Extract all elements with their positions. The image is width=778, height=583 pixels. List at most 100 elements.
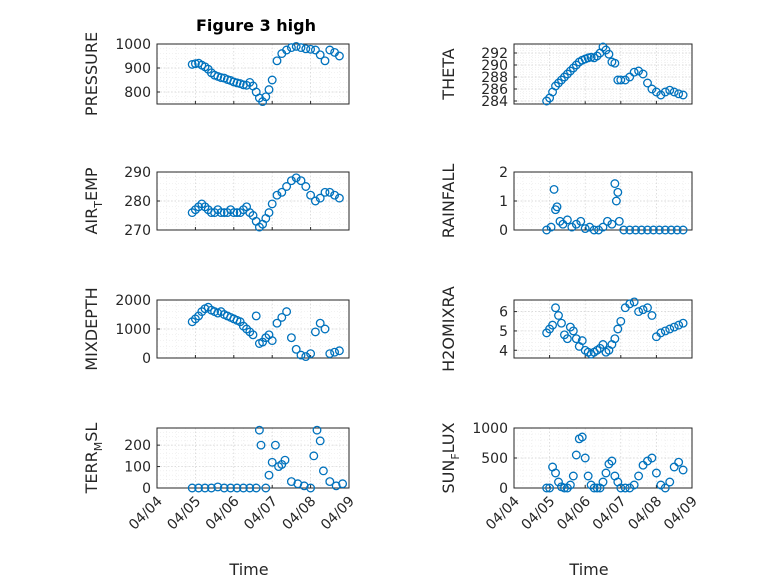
- data-point: [616, 75, 626, 85]
- data-point: [674, 320, 684, 330]
- data-point: [665, 477, 675, 487]
- y-tick-label: 100: [124, 460, 151, 476]
- data-point: [598, 340, 608, 349]
- data-point: [334, 346, 344, 356]
- data-point: [643, 225, 652, 235]
- data-point: [216, 73, 226, 83]
- data-point: [264, 85, 274, 95]
- data-point: [542, 96, 552, 106]
- y-tick-label: 2: [499, 165, 508, 181]
- data-point: [325, 477, 335, 487]
- data-point: [291, 41, 301, 51]
- data-point: [315, 436, 325, 446]
- data-point: [551, 81, 560, 91]
- data-point: [286, 333, 296, 343]
- axes-frame: [156, 43, 350, 105]
- data-point: [651, 468, 661, 478]
- data-point: [678, 225, 688, 235]
- data-point: [629, 67, 639, 77]
- data-point: [296, 350, 306, 360]
- data-point: [546, 222, 556, 232]
- data-point: [585, 222, 595, 232]
- data-point: [562, 483, 572, 493]
- data-point: [272, 318, 282, 328]
- data-point: [669, 322, 679, 332]
- data-point: [565, 480, 575, 490]
- data-point: [613, 324, 623, 334]
- y-tick-label: 800: [124, 85, 151, 101]
- data-point: [291, 344, 301, 354]
- data-point: [638, 460, 648, 470]
- data-point: [568, 63, 578, 73]
- data-point: [634, 471, 644, 481]
- data-point: [616, 483, 626, 493]
- data-point: [643, 78, 652, 88]
- data-point: [598, 477, 608, 487]
- data-point: [562, 334, 572, 344]
- data-point: [660, 225, 670, 235]
- data-point: [286, 43, 296, 53]
- data-point: [315, 193, 325, 203]
- x-axis-label: Time: [568, 560, 608, 579]
- y-tick-label: 2000: [115, 293, 151, 309]
- data-point: [610, 179, 620, 189]
- data-point: [665, 85, 675, 95]
- data-point: [565, 66, 575, 76]
- y-tick-label: 0: [142, 351, 151, 367]
- data-point: [264, 470, 274, 480]
- data-point: [589, 483, 599, 493]
- data-point: [245, 483, 255, 493]
- panel-1: 800 900 1000 PRESSURE: [82, 32, 350, 116]
- data-point: [625, 72, 635, 82]
- data-point: [669, 462, 679, 472]
- data-point: [577, 336, 587, 346]
- data-point: [638, 305, 648, 315]
- y-tick-label: 0: [499, 481, 508, 497]
- data-point: [306, 190, 316, 200]
- data-point: [216, 208, 226, 218]
- data-point: [261, 92, 271, 102]
- x-tick-label: 04/04: [126, 493, 166, 533]
- data-point: [219, 483, 229, 493]
- y-tick-label: 6: [499, 305, 508, 321]
- data-point: [267, 199, 277, 209]
- data-point: [629, 480, 639, 490]
- data-point: [656, 90, 666, 100]
- data-point: [620, 483, 630, 493]
- y-tick-label: 1000: [472, 421, 508, 437]
- y-tick-label: 5: [499, 324, 508, 340]
- data-point: [638, 69, 648, 79]
- data-point: [647, 453, 657, 463]
- data-point: [577, 432, 587, 442]
- y-tick-label: 290: [481, 58, 508, 74]
- panel-8: 0 500 1000 SUNFLUX 04/0404/0504/0604/0704/08…: [439, 421, 701, 579]
- data-point: [571, 219, 581, 229]
- data-point: [576, 216, 586, 226]
- x-tick-label: 04/05: [519, 494, 559, 534]
- data-point: [678, 90, 688, 100]
- x-tick-label: 04/04: [483, 493, 523, 533]
- y-axis-label: H2OMIXRA: [439, 286, 458, 372]
- y-tick-label: 284: [481, 94, 508, 110]
- y-axis-label: MIXDEPTH: [82, 287, 101, 370]
- data-point: [325, 349, 335, 359]
- data-point: [660, 87, 670, 97]
- axes-frame: [156, 299, 350, 359]
- panel-6: 4 5 6 H2OMIXRA: [439, 286, 693, 372]
- y-axis-label: AIRTEMP: [82, 167, 105, 234]
- data-point: [583, 471, 593, 481]
- data-point: [301, 352, 311, 361]
- y-axis-label: THETA: [439, 48, 458, 100]
- data-point: [238, 483, 248, 493]
- data-point: [190, 59, 200, 69]
- data-point: [194, 483, 204, 493]
- y-tick-label: 0: [499, 223, 508, 239]
- data-point: [610, 334, 620, 344]
- data-point: [611, 196, 621, 206]
- data-point: [614, 216, 624, 226]
- panel-4: 0 1 2 RAINFALL: [439, 164, 693, 239]
- data-point: [559, 72, 569, 82]
- axes-frame: [513, 299, 693, 359]
- data-point: [613, 187, 623, 197]
